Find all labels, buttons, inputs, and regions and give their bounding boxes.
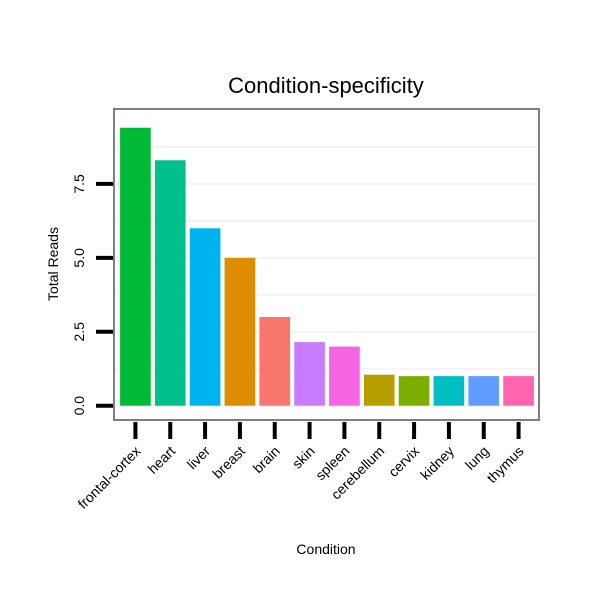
bar-heart bbox=[154, 160, 186, 406]
y-tick-label: 2.5 bbox=[71, 322, 87, 342]
bar-lung bbox=[468, 376, 500, 406]
bar-thymus bbox=[503, 376, 534, 406]
chart-title: Condition-specificity bbox=[228, 73, 424, 98]
bar-spleen bbox=[329, 346, 360, 406]
y-axis-title: Total Reads bbox=[45, 227, 61, 301]
bar-breast bbox=[224, 257, 256, 406]
y-tick-label: 7.5 bbox=[71, 174, 87, 194]
bar-brain bbox=[259, 316, 291, 406]
y-axis: 0.0 2.5 5.0 7.5 bbox=[71, 174, 113, 415]
y-tick-label: 5.0 bbox=[71, 248, 87, 268]
bar-cervix bbox=[398, 376, 430, 406]
bar-liver bbox=[189, 228, 221, 406]
gridlines bbox=[116, 145, 538, 407]
bar-kidney bbox=[433, 376, 465, 406]
y-tick-label: 0.0 bbox=[71, 396, 87, 416]
x-axis-title: Condition bbox=[296, 541, 355, 557]
bar-skin bbox=[294, 342, 325, 406]
bar-cerebellum bbox=[363, 374, 395, 406]
bars bbox=[120, 127, 534, 406]
plot-panel-border bbox=[113, 108, 540, 421]
bar-frontal-cortex bbox=[120, 127, 151, 406]
